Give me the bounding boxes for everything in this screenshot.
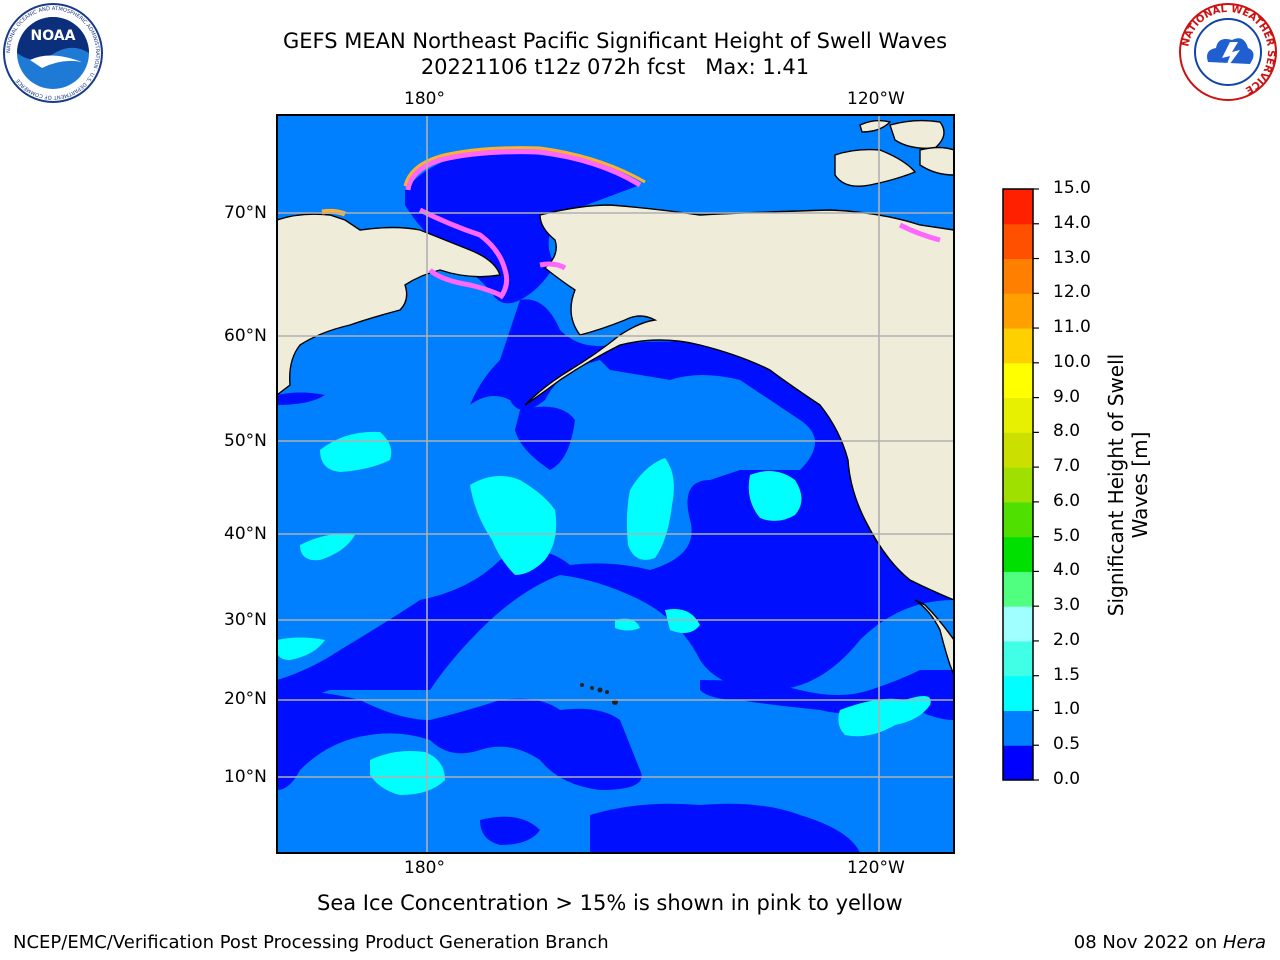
colorbar-tick-label: 1.5 (1053, 664, 1081, 685)
lon-label-bottom-120w: 120°W (847, 858, 905, 878)
noaa-logo-icon: NOAA NATIONAL OCEANIC AND ATMOSPHERIC AD… (3, 3, 103, 103)
lon-label-bottom-180: 180° (404, 858, 445, 878)
footer-right: 08 Nov 2022 on Hera (1074, 932, 1266, 953)
colorbar (1002, 188, 1039, 781)
lat-label-70n: 70°N (224, 203, 267, 223)
colorbar-tick-label: 9.0 (1053, 386, 1081, 407)
footer-left: NCEP/EMC/Verification Post Processing Pr… (13, 932, 609, 953)
colorbar-segment (1003, 189, 1033, 225)
colorbar-segment (1003, 571, 1033, 607)
land-masses (277, 119, 954, 676)
footer-date: 08 Nov 2022 on (1073, 932, 1223, 953)
colorbar-tick-label: 13.0 (1053, 247, 1091, 268)
colorbar-frame (1002, 188, 1034, 781)
chart-subtitle: 20221106 t12z 072h fcst Max: 1.41 (420, 55, 810, 79)
lat-label-60n: 60°N (224, 326, 267, 346)
colorbar-tick-label: 2.0 (1053, 629, 1081, 650)
lon-label-top-120w: 120°W (847, 89, 905, 109)
colorbar-tick-label: 15.0 (1053, 178, 1091, 198)
colorbar-segment (1003, 328, 1033, 364)
colorbar-tick-label: 10.0 (1053, 351, 1091, 372)
lat-label-50n: 50°N (224, 431, 267, 451)
colorbar-tick-label: 14.0 (1053, 212, 1091, 233)
colorbar-segment (1003, 223, 1033, 260)
colorbar-segment (1003, 293, 1033, 329)
sea-ice-note: Sea Ice Concentration > 15% is shown in … (317, 891, 903, 915)
colorbar-tick-label: 3.0 (1053, 595, 1081, 616)
lat-label-20n: 20°N (224, 689, 267, 709)
noaa-logo-text: NOAA (31, 28, 76, 44)
colorbar-tick-label: 12.0 (1053, 282, 1091, 303)
map-gridlines (277, 115, 954, 853)
colorbar-tick-label: 0.5 (1053, 734, 1081, 755)
colorbar-tick-label: 8.0 (1053, 421, 1081, 442)
colorbar-title-line1: Significant Height of Swell (1104, 353, 1128, 617)
colorbar-title-line2: Waves [m] (1128, 431, 1152, 539)
colorbar-segment (1003, 258, 1033, 294)
colorbar-tick-label: 6.0 (1053, 490, 1081, 511)
colorbar-tick-label: 7.0 (1053, 456, 1081, 477)
nws-logo-icon: NATIONAL WEATHER SERVICE (1179, 3, 1277, 101)
footer-host: Hera (1222, 932, 1266, 953)
lat-label-10n: 10°N (224, 767, 267, 787)
colorbar-segment (1003, 640, 1033, 677)
colorbar-title: Significant Height of Swell Waves [m] (1104, 275, 1152, 695)
colorbar-tick-label: 5.0 (1053, 525, 1081, 546)
lat-label-40n: 40°N (224, 524, 267, 544)
colorbar-tick-label: 0.0 (1053, 769, 1081, 789)
chart-title: GEFS MEAN Northeast Pacific Significant … (282, 29, 948, 53)
colorbar-tick-label: 4.0 (1053, 560, 1081, 581)
colorbar-segment (1003, 536, 1033, 572)
colorbar-segment (1003, 397, 1033, 433)
colorbar-segment (1003, 745, 1033, 781)
colorbar-segment (1003, 501, 1033, 538)
colorbar-segment (1003, 362, 1033, 399)
high-swell-regions (277, 431, 931, 795)
low-swell-regions (277, 153, 954, 853)
sea-ice-edge (321, 146, 941, 300)
colorbar-tick-label: 11.0 (1053, 317, 1091, 338)
colorbar-segment (1003, 467, 1033, 503)
colorbar-segment (1003, 710, 1033, 746)
colorbar-segment (1003, 606, 1033, 642)
lat-label-30n: 30°N (224, 610, 267, 630)
colorbar-segment (1003, 675, 1033, 711)
map-frame (276, 114, 955, 854)
colorbar-segment (1003, 432, 1033, 468)
lon-label-top-180: 180° (404, 89, 445, 109)
colorbar-tick-label: 1.0 (1053, 699, 1081, 720)
